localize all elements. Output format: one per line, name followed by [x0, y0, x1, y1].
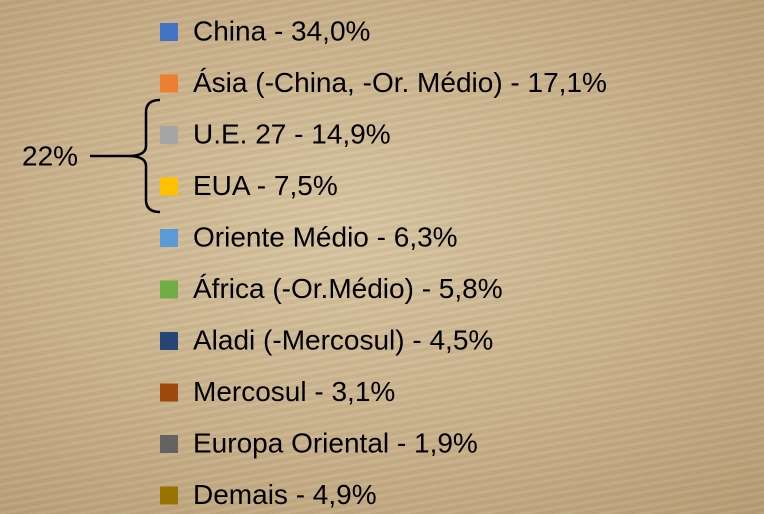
- legend-label: EUA - 7,5%: [193, 170, 338, 201]
- legend-swatch: [160, 177, 178, 196]
- bracket: [127, 98, 161, 214]
- legend-label: China - 34,0%: [193, 15, 370, 46]
- legend-label: Oriente Médio - 6,3%: [193, 221, 458, 252]
- annotation: 22%: [22, 140, 78, 171]
- legend-swatch: [160, 435, 178, 453]
- legend-swatch: [160, 23, 178, 41]
- legend-label: Demais - 4,9%: [193, 479, 377, 510]
- legend-swatch: [160, 280, 178, 299]
- legend-swatch: [160, 332, 178, 350]
- legend-label: U.E. 27 - 14,9%: [193, 118, 391, 149]
- legend-swatch: [160, 486, 178, 505]
- legend-swatch: [160, 383, 178, 402]
- legend-label: Aladi (-Mercosul) - 4,5%: [193, 324, 493, 355]
- legend-label: Mercosul - 3,1%: [193, 376, 395, 407]
- legend-label: Ásia (-China, -Or. Médio) - 17,1%: [193, 67, 607, 98]
- legend-swatch: [160, 126, 178, 144]
- legend-swatch: [160, 229, 178, 247]
- legend-label: Europa Oriental - 1,9%: [193, 427, 478, 458]
- legend-label: África (-Or.Médio) - 5,8%: [193, 273, 503, 304]
- legend-swatch: [160, 74, 178, 93]
